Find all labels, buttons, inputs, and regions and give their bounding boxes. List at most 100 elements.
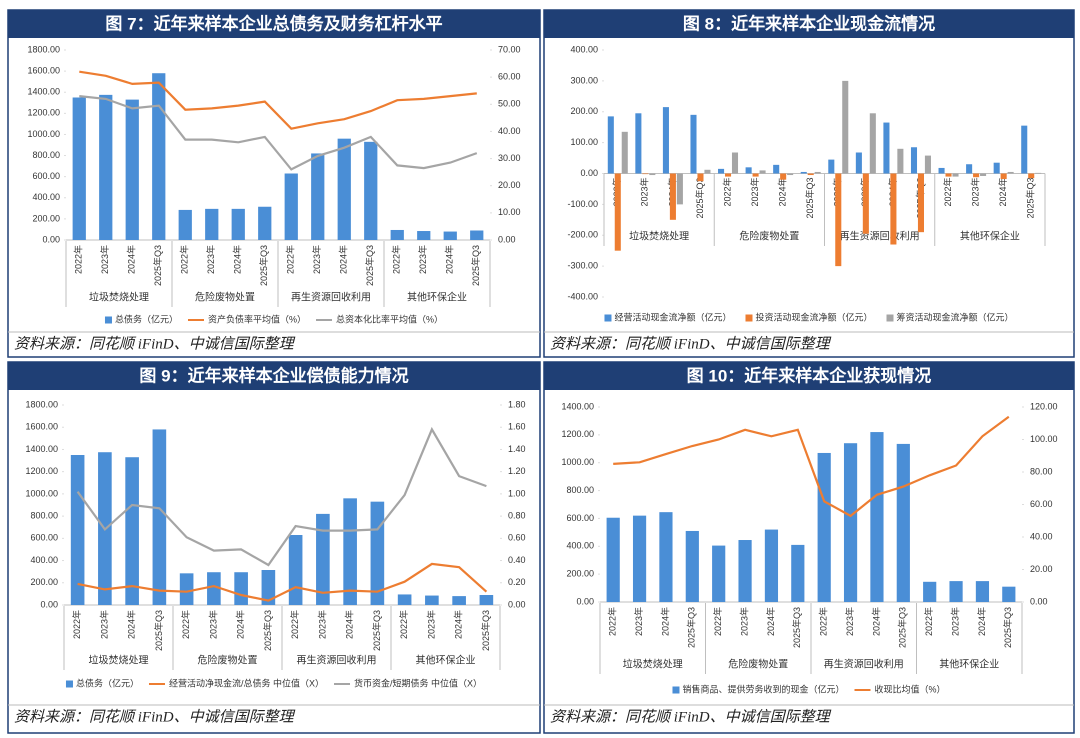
bar: [370, 501, 385, 605]
bar: [952, 173, 959, 177]
bar: [938, 167, 945, 174]
x-tick-label: 2025年Q3: [262, 610, 273, 651]
bar: [975, 581, 990, 602]
x-tick-label: 2025年Q3: [152, 245, 163, 286]
bar: [731, 152, 739, 174]
y2-tick-label: 0.80: [508, 510, 526, 520]
x-tick-label: 2024年: [659, 607, 670, 636]
x-tick-label: 2025年Q3: [686, 607, 697, 648]
y2-tick-label: 60.00: [498, 72, 521, 82]
bar: [649, 173, 656, 176]
y-tick-label: 0.00: [576, 596, 594, 606]
y-tick-label: 1000.00: [27, 129, 60, 139]
bar: [152, 429, 167, 605]
bar: [234, 572, 248, 605]
group-label: 危险废物处置: [739, 230, 799, 243]
x-tick-label: 2025年Q3: [480, 610, 491, 651]
y-tick-label: 1400.00: [25, 444, 58, 454]
bar: [632, 515, 647, 602]
bar: [724, 173, 732, 177]
bar: [669, 173, 676, 220]
y-tick-label: 1400.00: [561, 401, 594, 411]
y-tick-label: 300.00: [570, 75, 598, 85]
panel-header: [544, 10, 1074, 38]
y-tick-label: 200.00: [566, 569, 594, 579]
group-label: 其他环保企业: [960, 230, 1020, 243]
bar: [662, 107, 669, 174]
bar: [870, 432, 884, 602]
y-tick-label: 800.00: [30, 510, 58, 520]
x-tick-label: 2025年Q3: [1002, 607, 1013, 648]
bar: [1028, 173, 1035, 179]
panel-border: [7, 361, 541, 734]
y-tick-label: 0.00: [40, 599, 58, 609]
legend-label: 货币资金/短期债务 中位值（X）: [354, 677, 482, 688]
x-tick-label: 2022年: [71, 610, 82, 639]
bar: [883, 122, 890, 174]
x-tick-label: 2025年Q3: [1025, 178, 1036, 219]
x-tick-label: 2024年: [338, 245, 349, 274]
bar: [1000, 173, 1007, 180]
x-tick-label: 2025年Q3: [897, 607, 908, 648]
bar: [980, 173, 987, 176]
bar: [152, 73, 166, 240]
bar: [99, 94, 113, 240]
legend-swatch: [65, 680, 73, 688]
bar: [642, 173, 649, 175]
bar: [425, 595, 439, 605]
bar: [621, 131, 628, 174]
x-tick-label: 2023年: [425, 610, 436, 639]
x-tick-label: 2024年: [997, 178, 1008, 207]
bar: [896, 443, 910, 602]
bar: [452, 596, 466, 605]
x-tick-label: 2022年: [398, 610, 409, 639]
x-tick-label: 2024年: [344, 610, 355, 639]
y2-tick-label: 50.00: [498, 99, 521, 109]
y-tick-label: 1000.00: [561, 457, 594, 467]
x-tick-label: 2025年Q3: [804, 178, 815, 219]
legend-label: 总资本化比率平均值（%）: [336, 313, 443, 324]
y2-tick-label: 70.00: [498, 44, 521, 54]
bar: [1002, 586, 1016, 602]
bar: [311, 153, 325, 240]
y-tick-label: 1400.00: [27, 87, 60, 97]
y2-tick-label: 0.20: [508, 577, 526, 587]
x-tick-label: 2025年Q3: [258, 245, 269, 286]
bar: [70, 455, 85, 605]
y2-tick-label: 20.00: [498, 180, 521, 190]
bar: [869, 113, 876, 174]
bar: [738, 540, 752, 602]
bar: [1021, 125, 1028, 174]
panel-header: [544, 362, 1074, 390]
y-tick-label: -200.00: [567, 230, 598, 240]
legend-item: 总债务（亿元）: [65, 677, 139, 688]
x-tick-label: 2024年: [870, 607, 881, 636]
bar: [635, 113, 642, 174]
bar: [697, 173, 704, 182]
bar: [807, 173, 814, 176]
line-series: [76, 426, 487, 567]
y-tick-label: -100.00: [567, 199, 598, 209]
bar: [690, 114, 697, 174]
x-tick-label: 2024年: [976, 607, 987, 636]
legend-item: 筹资活动现金流净额（亿元）: [886, 311, 1014, 322]
legend-label: 收现比均值（%）: [875, 683, 946, 694]
legend-label: 资产负债率平均值（%）: [208, 313, 306, 324]
bar: [764, 529, 779, 602]
legend-item: 总债务（亿元）: [104, 313, 178, 324]
legend-item: 经营活动现金流净额（亿元）: [604, 311, 731, 322]
legend-label: 经营活动现金流净额（亿元）: [614, 311, 731, 322]
bar: [966, 164, 973, 174]
y2-tick-label: 40.00: [1030, 531, 1053, 541]
y-tick-label: 1800.00: [27, 44, 60, 54]
bar: [917, 173, 925, 233]
y-tick-label: -400.00: [567, 291, 598, 301]
panel-border: [543, 361, 1075, 734]
y-tick-label: 800.00: [566, 485, 594, 495]
bar: [773, 164, 780, 174]
y-tick-label: 0.00: [42, 234, 60, 244]
chart-title: 图 10：近年来样本企业获现情况: [687, 365, 932, 385]
y2-tick-label: 10.00: [498, 207, 521, 217]
x-tick-label: 2023年: [316, 610, 327, 639]
